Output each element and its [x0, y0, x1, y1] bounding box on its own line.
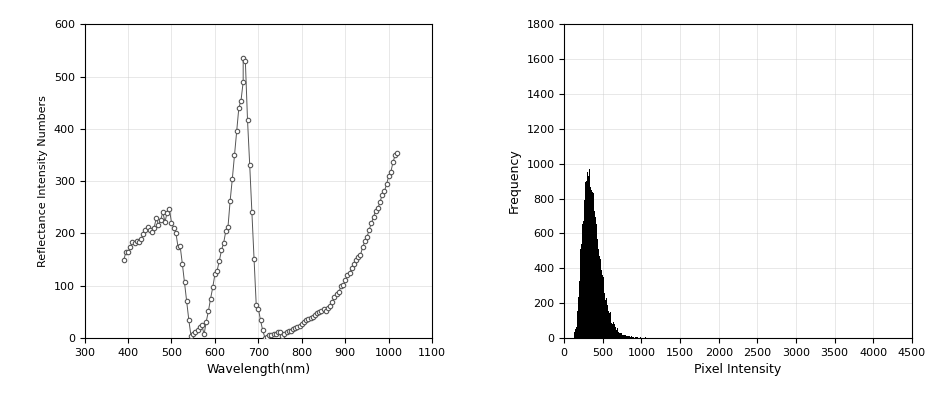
X-axis label: Wavelength(nm): Wavelength(nm)	[206, 363, 310, 376]
X-axis label: Pixel Intensity: Pixel Intensity	[695, 363, 782, 376]
Y-axis label: Frequency: Frequency	[508, 149, 521, 214]
Y-axis label: Reflectance Intensity Numbers: Reflectance Intensity Numbers	[39, 95, 48, 267]
